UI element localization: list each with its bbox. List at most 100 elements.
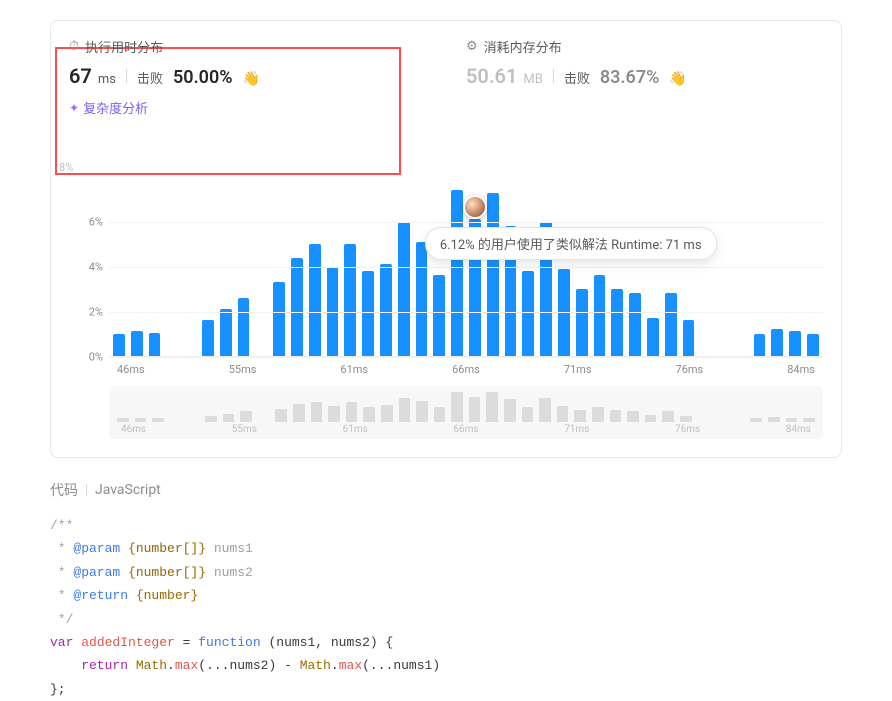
code-line: }; [50, 682, 66, 697]
mini-x-tick: 61ms [343, 424, 368, 435]
code-line: * @param {number[]} nums1 [50, 541, 253, 556]
code-language[interactable]: JavaScript [95, 482, 161, 498]
y-tick: 2% [89, 306, 103, 319]
code-line: * @param {number[]} nums2 [50, 565, 253, 580]
chart-bar[interactable] [611, 289, 623, 356]
chart-bar[interactable] [220, 309, 232, 356]
beat-label: 击败 [137, 68, 163, 87]
mini-bar [574, 410, 586, 422]
x-tick: 76ms [676, 363, 704, 376]
chart-bar[interactable] [433, 275, 445, 356]
clap-icon: 👋 [669, 71, 686, 87]
x-tick: 84ms [787, 363, 815, 376]
sep [86, 484, 87, 496]
chart-bar[interactable] [629, 293, 641, 356]
mini-bar [750, 418, 762, 422]
chart-bar[interactable] [416, 242, 428, 356]
chart-bar[interactable] [771, 329, 783, 356]
mini-x-tick: 71ms [564, 424, 589, 435]
mini-bar [223, 414, 235, 423]
chart-bar[interactable] [789, 331, 801, 356]
x-tick: 55ms [229, 363, 257, 376]
chart-bar[interactable] [487, 193, 499, 356]
chart-bar[interactable] [113, 334, 125, 356]
chart-bar[interactable] [398, 222, 410, 356]
y-tick: 4% [89, 261, 103, 274]
y-tick: 6% [89, 216, 103, 229]
chart-bar[interactable] [344, 244, 356, 356]
chart-bar[interactable] [451, 190, 463, 356]
mini-bar [275, 409, 287, 422]
mini-bar [645, 415, 657, 422]
performance-card: 8% ⏱ 执行用时分布 67 ms 击败 50.00% 👋 ✦ 复杂度分析 ⚙ [50, 20, 842, 458]
avatar[interactable] [463, 195, 487, 219]
mini-bar [416, 401, 428, 422]
mini-x-axis: 46ms 55ms 61ms 66ms 71ms 76ms 84ms [117, 424, 815, 435]
mini-bar [328, 406, 340, 422]
chart-bar[interactable] [522, 271, 534, 356]
chart-bar[interactable] [665, 293, 677, 356]
mini-bar [205, 416, 217, 422]
complexity-link-label: 复杂度分析 [83, 98, 148, 117]
stats-row: ⏱ 执行用时分布 67 ms 击败 50.00% 👋 ✦ 复杂度分析 ⚙ 消耗内… [69, 37, 823, 117]
mini-x-tick: 66ms [453, 424, 478, 435]
complexity-link[interactable]: ✦ 复杂度分析 [69, 98, 148, 117]
pct8-label: 8% [59, 161, 73, 174]
chart-bar[interactable] [380, 264, 392, 356]
x-tick: 71ms [564, 363, 592, 376]
mini-bar [117, 418, 129, 422]
chart-bar[interactable] [131, 331, 143, 356]
chart-bar[interactable] [362, 271, 374, 356]
x-tick: 46ms [117, 363, 145, 376]
chart-bar[interactable] [647, 318, 659, 356]
memory-unit: MB [523, 72, 542, 87]
runtime-block[interactable]: ⏱ 执行用时分布 67 ms 击败 50.00% 👋 ✦ 复杂度分析 [69, 37, 426, 117]
mini-bar [293, 404, 305, 422]
mini-bar [469, 397, 481, 422]
mini-bar [768, 417, 780, 422]
x-tick: 66ms [452, 363, 480, 376]
chart-bar[interactable] [594, 275, 606, 356]
chart-bar[interactable] [754, 334, 766, 356]
chart-bar[interactable] [149, 333, 161, 356]
mini-bar [152, 418, 164, 422]
mini-x-tick: 84ms [786, 424, 811, 435]
runtime-chart: 0% 2% 4% 6% 6.12% 的用户使用了类似解法 Runtime: 71 ms… [69, 177, 823, 439]
y-axis: 0%2%4%6% [69, 177, 107, 357]
code-line: var addedInteger = function (nums1, nums… [50, 635, 393, 650]
chart-bar[interactable] [291, 258, 303, 356]
sep [553, 69, 554, 83]
chart-bar[interactable] [576, 289, 588, 356]
chart-plot[interactable]: 6.12% 的用户使用了类似解法 Runtime: 71 ms [109, 177, 823, 357]
sep [126, 69, 127, 83]
memory-block[interactable]: ⚙ 消耗内存分布 50.61 MB 击败 83.67% 👋 [466, 37, 823, 117]
mini-x-tick: 46ms [121, 424, 146, 435]
memory-beat-pct: 83.67% [600, 67, 660, 88]
runtime-unit: ms [98, 72, 116, 87]
runtime-value: 67 [69, 64, 92, 88]
memory-header: 消耗内存分布 [484, 37, 562, 56]
runtime-header: 执行用时分布 [85, 37, 163, 56]
chart-bar[interactable] [807, 334, 819, 356]
mini-bar [786, 418, 798, 422]
chart-bar[interactable] [309, 244, 321, 356]
chart-bar[interactable] [238, 298, 250, 356]
mini-bar [311, 402, 323, 422]
y-tick: 0% [89, 351, 103, 364]
chart-bar[interactable] [273, 282, 285, 356]
code-label: 代码 [50, 480, 78, 500]
mini-bar [662, 411, 674, 422]
code-block[interactable]: /** * @param {number[]} nums1 * @param {… [50, 514, 842, 701]
mini-bar [627, 411, 639, 422]
mini-bar [539, 398, 551, 422]
mini-chart[interactable]: 46ms 55ms 61ms 66ms 71ms 76ms 84ms [109, 386, 823, 439]
clock-icon: ⏱ [69, 39, 79, 54]
mini-x-tick: 55ms [232, 424, 257, 435]
chart-bar[interactable] [683, 320, 695, 356]
mini-bar [486, 392, 498, 422]
mini-bar [680, 416, 692, 422]
chart-bar[interactable] [202, 320, 214, 356]
mini-bar [803, 418, 815, 422]
mini-x-tick: 76ms [675, 424, 700, 435]
chart-tooltip: 6.12% 的用户使用了类似解法 Runtime: 71 ms [425, 227, 717, 260]
